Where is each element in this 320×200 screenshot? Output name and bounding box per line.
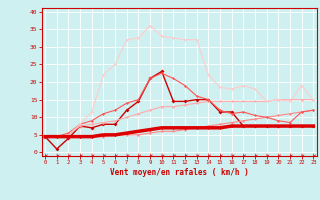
X-axis label: Vent moyen/en rafales ( km/h ): Vent moyen/en rafales ( km/h ): [110, 168, 249, 177]
